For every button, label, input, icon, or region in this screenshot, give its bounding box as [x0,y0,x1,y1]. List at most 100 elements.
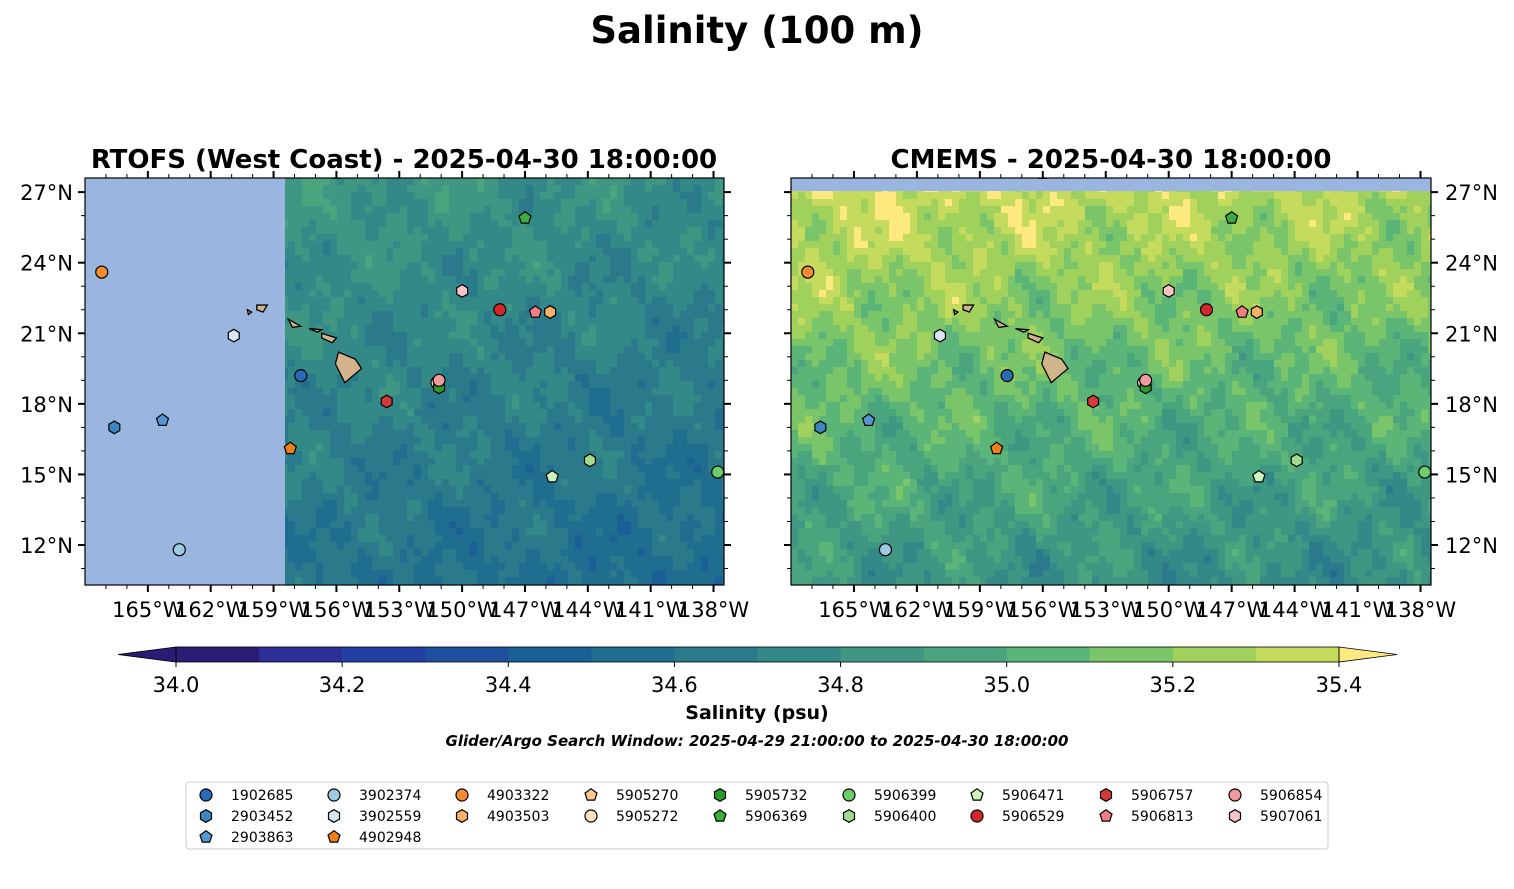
legend-marker-5906813 [1099,808,1113,822]
float-marker-1902685 [294,369,308,383]
float-marker-5907061 [456,283,469,298]
colorbar-tick-label: 34.6 [651,673,698,697]
colorbar-band [1006,647,1091,662]
legend-marker-4902948 [327,829,341,843]
island [992,317,1010,329]
lat-tick-label: 15°N [1445,463,1498,487]
legend-label: 5906813 [1131,809,1193,825]
lat-tick-label: 24°N [20,252,73,276]
legend-item-3902374: 3902374 [327,788,421,804]
float-marker-2903452 [814,420,827,435]
island [246,308,253,316]
legend-label: 4902948 [359,830,421,846]
float-marker-4903503 [1250,305,1263,320]
colorbar-tick-label: 35.2 [1149,673,1196,697]
rtofs-land [246,304,363,384]
legend-item-5906369: 5906369 [713,808,807,825]
legend-marker-5905732 [713,788,727,802]
colorbar-tick-label: 34.4 [485,673,532,697]
rtofs-no-data-area [85,178,285,585]
lon-tick-label: 159°W [238,598,310,622]
legend-item-2903863: 2903863 [199,829,293,846]
legend-item-5905272: 5905272 [584,809,678,825]
legend-marker-4903322 [455,788,469,802]
rtofs-panel-title: RTOFS (West Coast) - 2025-04-30 18:00:00 [91,145,717,175]
legend-marker-5906471 [970,787,984,801]
rtofs-map-panel: RTOFS (West Coast) - 2025-04-30 18:00:00… [20,145,749,622]
lon-tick-label: 150°W [1133,598,1205,622]
colorbar-label: Salinity (psu) [685,702,828,724]
lat-tick-label: 24°N [1445,252,1498,276]
float-marker-1902685 [1000,369,1014,383]
float-marker-5906399 [1418,465,1431,479]
legend-label: 5906757 [1131,788,1193,804]
lon-tick-label: 165°W [112,598,184,622]
legend-item-5907061: 5907061 [1228,809,1322,825]
legend-item-5906854: 5906854 [1228,788,1322,804]
legend-label: 4903503 [487,809,549,825]
legend-item-5906757: 5906757 [1099,788,1193,804]
colorbar-band [425,647,509,662]
float-marker-5906400 [583,453,597,468]
colorbar-tick-label: 34.8 [817,673,864,697]
legend-label: 5906400 [874,809,936,825]
legend-item-5905732: 5905732 [713,788,807,804]
island [1027,332,1044,344]
colorbar-band [1172,647,1257,662]
lat-tick-label: 15°N [20,463,73,487]
float-marker-5906757 [380,394,393,409]
float-marker-3902559 [933,328,947,343]
lat-tick-label: 12°N [20,534,73,558]
colorbar-tick-label: 34.0 [153,673,200,697]
lon-tick-label: 162°W [175,598,247,622]
cmems-axes: 165°W162°W159°W156°W153°W150°W147°W144°W… [784,171,1498,622]
float-marker-5906757 [1087,394,1100,409]
lat-tick-label: 12°N [1445,534,1498,558]
legend-label: 5907061 [1260,809,1322,825]
legend-marker-5906529 [970,809,984,823]
legend-marker-2903863 [199,829,213,843]
legend-label: 5906854 [1260,788,1322,804]
legend-item-5906399: 5906399 [842,788,936,804]
island [286,317,303,329]
colorbar-band [674,647,758,662]
colorbar-band [259,647,343,662]
legend-marker-5907061 [1228,809,1242,823]
float-marker-3902374 [878,543,893,557]
legend-item-5906813: 5906813 [1099,808,1193,825]
float-marker-5906813 [528,305,543,318]
legend-item-4903322: 4903322 [455,788,549,804]
island [308,327,324,333]
colorbar-band [1255,647,1340,662]
colorbar-band [508,647,592,662]
legend-marker-5906757 [1099,788,1113,802]
island [334,351,363,384]
lat-tick-label: 18°N [1445,393,1498,417]
float-marker-5906471 [545,469,559,483]
legend-label: 2903452 [231,809,293,825]
colorbar-band [840,647,925,662]
legend-marker-4903503 [455,809,469,823]
legend-item-5906471: 5906471 [970,787,1064,804]
float-marker-5906854 [432,373,446,387]
legend-label: 5906399 [874,788,936,804]
lon-tick-label: 162°W [881,598,953,622]
lon-tick-label: 144°W [1259,598,1331,622]
lon-tick-label: 153°W [364,598,436,622]
lat-tick-label: 21°N [1445,322,1498,346]
lon-tick-label: 138°W [678,598,750,622]
lon-tick-label: 141°W [1322,598,1394,622]
float-marker-3902374 [172,543,186,557]
float-marker-2903863 [155,413,170,426]
lon-tick-label: 156°W [1007,598,1079,622]
legend-item-5906529: 5906529 [970,809,1064,825]
legend-marker-5905272 [584,809,598,823]
island [321,332,338,344]
float-marker-3902559 [227,328,240,343]
float-legend: 1902685 2903452 2903863 3902374 3902559 49029… [185,781,1329,850]
lon-tick-label: 156°W [301,598,373,622]
lon-tick-label: 159°W [944,598,1016,622]
float-marker-4902948 [989,441,1004,455]
float-marker-4903322 [95,265,109,279]
legend-label: 5906369 [745,809,807,825]
